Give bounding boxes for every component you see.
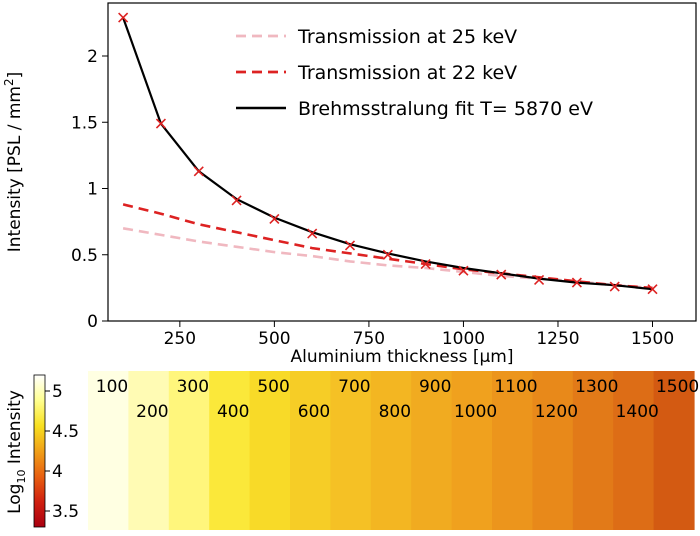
data-marker xyxy=(118,12,129,23)
strip-segment xyxy=(451,371,493,530)
strip-segment xyxy=(88,371,129,530)
strip-segment xyxy=(330,371,372,530)
heatmap-strip xyxy=(88,371,695,530)
strip-label: 500 xyxy=(257,377,289,397)
strip-segment xyxy=(653,371,695,530)
x-axis-label: Aluminium thickness [µm] xyxy=(291,347,514,367)
strip-label: 200 xyxy=(136,402,168,422)
x-axis-ticks: 250 500 750 1000 1250 1500 xyxy=(164,321,674,349)
intensity-heatmap: 5 4.5 4 3.5 Log10 Intensity 100 200 300 400 500… xyxy=(5,371,699,530)
y-tick-label: 0 xyxy=(87,312,98,332)
strip-segment xyxy=(572,371,614,530)
data-marker xyxy=(269,213,280,225)
x-tick-label: 250 xyxy=(164,329,196,349)
data-marker xyxy=(496,269,507,280)
data-marker xyxy=(420,258,431,270)
y-tick-label: 2 xyxy=(87,47,98,67)
data-marker xyxy=(571,277,582,288)
x-tick-label: 750 xyxy=(353,329,385,349)
strip-label: 1000 xyxy=(454,402,497,422)
strip-label: 1400 xyxy=(616,402,659,422)
y-axis-ticks: 0 0.5 1 1.5 2 xyxy=(71,47,108,332)
data-marker xyxy=(534,274,545,285)
strip-label: 800 xyxy=(379,402,411,422)
data-marker xyxy=(609,281,620,292)
strip-label: 1500 xyxy=(656,377,699,397)
legend-label-2: Brehmsstralung fit T= 5870 eV xyxy=(298,98,593,120)
strip-segment xyxy=(290,371,331,530)
y-tick-label: 1 xyxy=(87,180,98,200)
x-tick-label: 1500 xyxy=(631,329,674,349)
transmission-line-chart: 250 500 750 1000 1250 1500 0 0.5 1 1.5 2 Aluminiu… xyxy=(2,2,697,367)
legend: Transmission at 25 keV Transmission at 22… xyxy=(236,26,593,120)
data-marker xyxy=(344,240,356,251)
strip-label: 900 xyxy=(419,377,451,397)
data-marker xyxy=(647,284,658,295)
colorbar-tick-label: 4 xyxy=(52,462,63,482)
strip-segment xyxy=(168,371,210,530)
plot-frame xyxy=(107,2,697,322)
strip-label: 1200 xyxy=(535,402,578,422)
strip-segment xyxy=(249,371,291,530)
y-tick-label: 1.5 xyxy=(71,113,98,133)
colorbar xyxy=(33,374,46,528)
x-tick-label: 1250 xyxy=(536,329,579,349)
strip-label: 1300 xyxy=(575,377,618,397)
data-marker xyxy=(155,118,167,129)
data-marker xyxy=(307,228,318,239)
data-marker xyxy=(193,166,204,177)
strip-segment xyxy=(411,371,453,530)
strip-segment xyxy=(492,371,533,530)
strip-label: 400 xyxy=(217,402,249,422)
strip-label: 600 xyxy=(298,402,330,422)
colorbar-tick-label: 4.5 xyxy=(52,422,79,442)
colorbar-ticks: 5 4.5 4 3.5 xyxy=(45,382,79,522)
x-tick-label: 1000 xyxy=(442,329,485,349)
colorbar-label: Log10 Intensity xyxy=(5,390,28,514)
series-line-1 xyxy=(122,203,653,290)
strip-label: 1100 xyxy=(494,377,537,397)
data-marker xyxy=(231,195,242,206)
legend-label-0: Transmission at 25 keV xyxy=(297,26,517,48)
strip-segment xyxy=(128,371,170,530)
strip-segment xyxy=(613,371,655,530)
x-tick-label: 500 xyxy=(258,329,290,349)
series-line-0 xyxy=(122,227,653,290)
strip-label: 100 xyxy=(96,377,128,397)
colorbar-tick-label: 5 xyxy=(52,382,63,402)
strip-label: 700 xyxy=(338,377,370,397)
y-axis-label: Intensity [PSL / mm2] xyxy=(2,72,25,252)
colorbar-tick-label: 3.5 xyxy=(52,502,79,522)
series-line-2 xyxy=(122,17,653,291)
series-lines xyxy=(122,17,653,291)
data-markers xyxy=(118,12,658,295)
strip-label: 300 xyxy=(177,377,209,397)
legend-label-1: Transmission at 22 keV xyxy=(297,62,517,84)
strip-segment xyxy=(532,371,574,530)
data-marker xyxy=(458,265,469,276)
strip-segment xyxy=(209,371,251,530)
strip-segment xyxy=(370,371,412,530)
y-tick-label: 0.5 xyxy=(71,246,98,266)
data-marker xyxy=(382,249,393,260)
